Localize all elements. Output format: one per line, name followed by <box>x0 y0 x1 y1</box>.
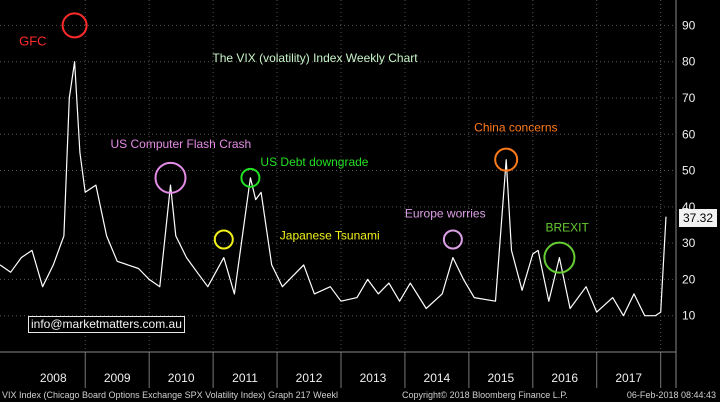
y-tick-label: 80 <box>682 55 696 69</box>
annotations-layer: GFC US Computer Flash Crash US Debt downgr… <box>19 12 589 274</box>
annotation-circle <box>61 12 88 39</box>
chart-title: The VIX (volatility) Index Weekly Chart <box>212 51 418 65</box>
x-tick-label: 2009 <box>104 371 131 385</box>
annotation-label: BREXIT <box>545 221 589 235</box>
annotation-label: Japanese Tsunami <box>280 229 380 243</box>
footer-source: VIX Index (Chicago Board Options Exchang… <box>2 390 339 400</box>
x-tick-label: 2014 <box>424 371 451 385</box>
y-tick-label: 60 <box>682 127 696 141</box>
annotation-circle <box>543 241 576 274</box>
annotation-label: GFC <box>19 33 46 48</box>
y-tick-label: 50 <box>682 164 696 178</box>
x-tick-label: 2011 <box>232 371 258 385</box>
annotation-label: US Debt downgrade <box>260 155 368 169</box>
y-tick-label: 30 <box>682 236 696 250</box>
x-tick-label: 2008 <box>40 371 67 385</box>
y-tick-label: 20 <box>682 272 696 286</box>
y-tick-label: 90 <box>682 18 696 32</box>
footer-copyright: Copyright© 2018 Bloomberg Finance L.P. <box>402 390 568 400</box>
annotation-label: Europe worries <box>405 207 486 221</box>
x-tick-label: 2010 <box>168 371 195 385</box>
y-tick-label: 70 <box>682 91 696 105</box>
x-tick-label: 2015 <box>487 371 514 385</box>
annotation-label: China concerns <box>474 121 557 135</box>
annotation-circle <box>494 147 519 172</box>
email-label: info@marketmatters.com.au <box>28 316 185 333</box>
annotation-circle <box>442 229 463 250</box>
grid <box>0 0 676 352</box>
last-value-badge: 37.32 <box>679 209 717 227</box>
vix-series-line <box>0 61 667 317</box>
x-tick-label: 2012 <box>296 371 323 385</box>
x-tick-label: 2016 <box>551 371 578 385</box>
footer-timestamp: 06-Feb-2018 08:44:43 <box>626 390 716 400</box>
series-layer <box>0 61 667 317</box>
annotation-circle <box>240 167 261 188</box>
y-tick-label: 10 <box>682 309 696 323</box>
annotation-circle <box>154 161 187 194</box>
footer-bar: VIX Index (Chicago Board Options Exchang… <box>0 388 720 402</box>
x-tick-label: 2017 <box>615 371 642 385</box>
annotation-label: US Computer Flash Crash <box>110 137 251 151</box>
x-tick-label: 2013 <box>360 371 387 385</box>
annotation-circle <box>213 229 234 250</box>
